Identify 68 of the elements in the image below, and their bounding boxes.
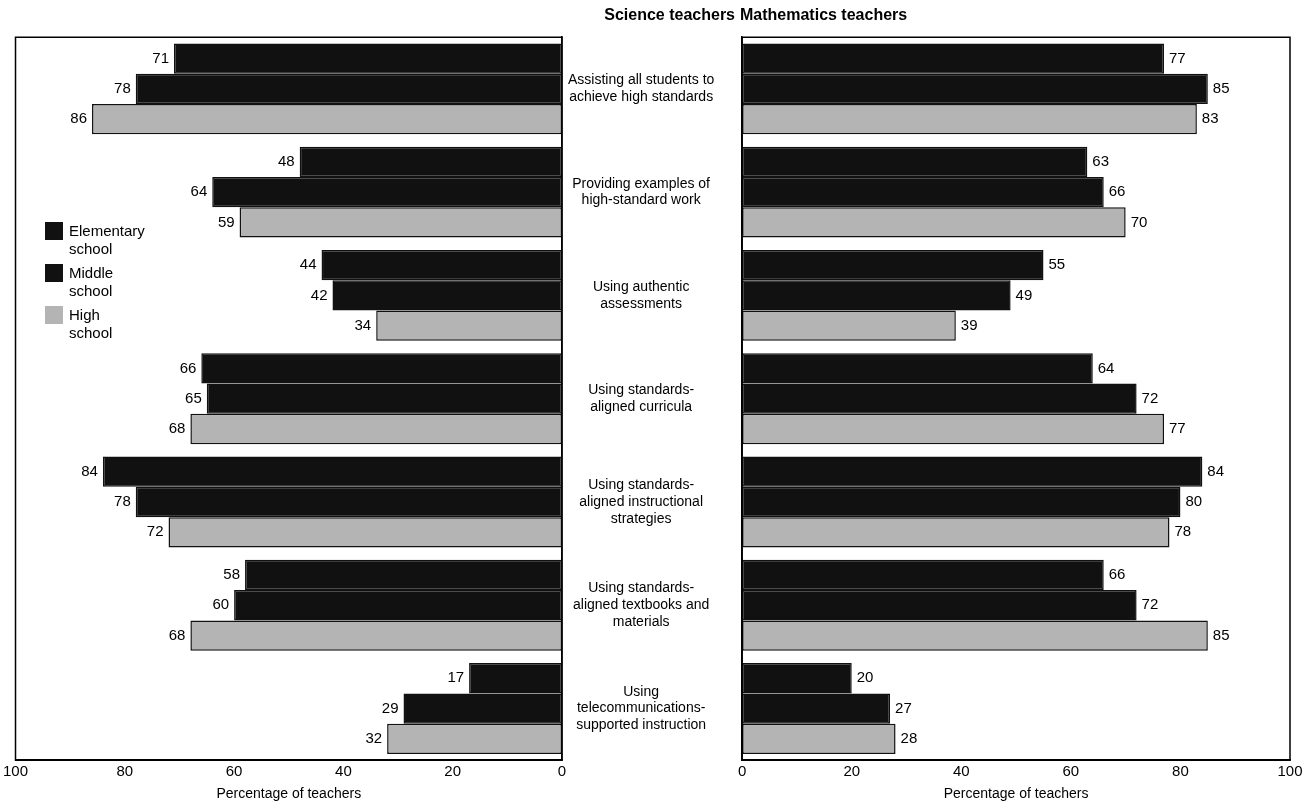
x-tick-label: 20 (843, 762, 861, 780)
x-tick-label: 40 (335, 762, 352, 780)
y-tick-label: Using authentic assessments (592, 277, 690, 311)
data-label: 85 (1212, 625, 1230, 643)
data-label: 66 (1108, 182, 1126, 200)
data-label: 32 (365, 728, 383, 746)
data-label: 71 (152, 48, 169, 66)
y-tick-label: Using standards-aligned instructional strategies (579, 476, 704, 526)
x-tick-label: 100 (1277, 762, 1303, 780)
data-label: 78 (114, 78, 131, 96)
data-label: 60 (212, 595, 230, 613)
data-label: 78 (1174, 522, 1192, 540)
data-label: 70 (1130, 212, 1148, 230)
y-tick-label: Using standards-aligned curricula (588, 381, 695, 414)
data-label: 86 (70, 109, 88, 127)
legend-label: Middle school (69, 264, 115, 300)
data-label: 17 (447, 668, 465, 686)
data-label: 84 (1207, 461, 1225, 479)
data-label: 48 (278, 151, 295, 169)
data-label: 68 (168, 419, 186, 437)
y-tick-label: Providing examples of high-standard work (572, 174, 711, 208)
data-label: 20 (856, 668, 874, 686)
data-label: 58 (223, 565, 241, 583)
y-tick-label: Using standards-aligned textbooks and materials (573, 579, 710, 629)
data-label: 55 (1048, 255, 1066, 273)
data-label: 66 (179, 358, 197, 376)
data-label: 84 (81, 461, 98, 479)
x-axis-title: Percentage of teachers (943, 785, 1089, 802)
x-axis-title: Percentage of teachers (216, 785, 362, 802)
data-label: 66 (1108, 565, 1126, 583)
data-label: 44 (299, 255, 317, 273)
data-label: 83 (1201, 109, 1219, 127)
data-label: 42 (310, 285, 328, 303)
x-tick-label: 40 (952, 762, 970, 780)
y-tick-label: Using telecommunications-supported instruction (576, 682, 707, 733)
data-label: 72 (1141, 388, 1159, 406)
data-label: 64 (1097, 358, 1115, 376)
x-tick-label: 0 (738, 762, 747, 780)
data-label: 80 (1185, 492, 1203, 510)
data-label: 39 (960, 315, 978, 333)
legend-label: High school (69, 306, 114, 342)
data-label: 27 (895, 698, 912, 716)
x-tick-label: 60 (1062, 762, 1080, 780)
data-label: 59 (217, 212, 235, 230)
x-tick-label: 60 (225, 762, 243, 780)
data-label: 34 (354, 315, 372, 333)
legend-label: Elementary school (69, 222, 145, 258)
data-label: 77 (1169, 419, 1186, 437)
data-label: 77 (1169, 48, 1186, 66)
x-tick-label: 80 (1172, 762, 1189, 780)
data-label: 65 (185, 388, 202, 406)
x-tick-label: 100 (3, 762, 29, 780)
chart-title: Mathematics teachers (740, 6, 908, 24)
data-label: 64 (190, 182, 208, 200)
data-label: 78 (114, 492, 131, 510)
data-label: 72 (146, 522, 164, 540)
data-label: 28 (900, 728, 918, 746)
data-label: 49 (1015, 285, 1033, 303)
data-label: 85 (1212, 78, 1230, 96)
y-tick-label: Assisting all students to achieve high standards (568, 71, 715, 105)
data-label: 63 (1092, 151, 1109, 169)
x-tick-label: 0 (557, 762, 567, 780)
x-tick-label: 80 (116, 762, 134, 780)
x-tick-label: 20 (444, 762, 462, 780)
data-label: 29 (381, 698, 399, 716)
data-label: 72 (1141, 595, 1159, 613)
text: Science teachers (604, 6, 736, 24)
data-label: 68 (168, 625, 186, 643)
